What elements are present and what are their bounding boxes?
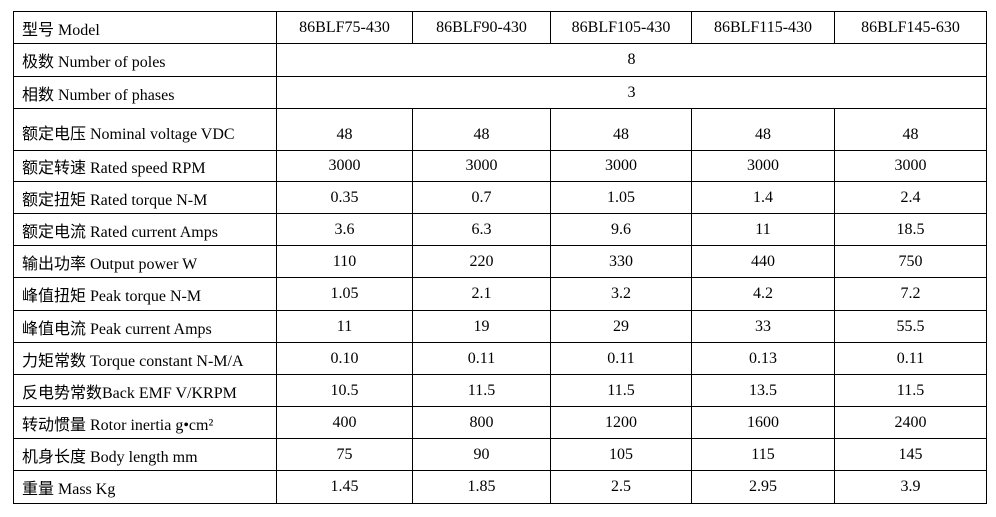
cell-value: 13.5 (691, 374, 835, 407)
cell-value: 330 (550, 245, 692, 278)
spec-row: 转动惯量 Rotor inertia g•cm² 400 800 1200 1600 24… (13, 406, 987, 439)
cell-value: 3000 (276, 150, 413, 182)
spec-row: 机身长度 Body length mm 75 90 105 115 145 (13, 438, 987, 471)
cell-value: 115 (691, 438, 835, 471)
model-name: 86BLF145-630 (834, 11, 987, 44)
cell-value: 1600 (691, 406, 835, 439)
spec-row: 额定转速 Rated speed RPM 3000 3000 3000 3000 3000 (13, 150, 987, 182)
spec-row: 额定电流 Rated current Amps 3.6 6.3 9.6 11 18.5 (13, 213, 987, 246)
row-label: 转动惯量 Rotor inertia g•cm² (13, 406, 277, 439)
spec-row: 重量 Mass Kg 1.45 1.85 2.5 2.95 3.9 (13, 470, 987, 504)
row-label: 峰值电流 Peak current Amps (13, 310, 277, 343)
cell-value: 1.05 (276, 277, 413, 311)
spec-row: 额定电压 Nominal voltage VDC 48 48 48 48 48 (13, 108, 987, 151)
cell-value: 10.5 (276, 374, 413, 407)
cell-value: 3000 (691, 150, 835, 182)
cell-value: 2.1 (412, 277, 551, 311)
cell-value: 48 (550, 108, 692, 151)
cell-value: 19 (412, 310, 551, 343)
cell-value: 48 (412, 108, 551, 151)
cell-value: 105 (550, 438, 692, 471)
model-name: 86BLF105-430 (550, 11, 692, 44)
cell-value: 800 (412, 406, 551, 439)
cell-value: 2400 (834, 406, 987, 439)
spec-row: 反电势常数Back EMF V/KRPM 10.5 11.5 11.5 13.5 11.5 (13, 374, 987, 407)
row-label: 额定电压 Nominal voltage VDC (13, 108, 277, 151)
cell-value: 7.2 (834, 277, 987, 311)
cell-value: 33 (691, 310, 835, 343)
row-label: 输出功率 Output power W (13, 245, 277, 278)
cell-value: 0.13 (691, 342, 835, 375)
cell-value: 0.11 (412, 342, 551, 375)
row-label: 重量 Mass Kg (13, 470, 277, 504)
row-label: 额定扭矩 Rated torque N-M (13, 181, 277, 214)
cell-value: 11.5 (412, 374, 551, 407)
spec-row: 峰值扭矩 Peak torque N-M 1.05 2.1 3.2 4.2 7.2 (13, 277, 987, 311)
model-name: 86BLF115-430 (691, 11, 835, 44)
cell-value: 400 (276, 406, 413, 439)
header-label: 型号 Model (13, 11, 277, 44)
cell-value: 110 (276, 245, 413, 278)
spec-row: 相数 Number of phases 3 (13, 76, 987, 109)
cell-value: 29 (550, 310, 692, 343)
cell-value: 3.9 (834, 470, 987, 504)
cell-value: 75 (276, 438, 413, 471)
cell-value: 750 (834, 245, 987, 278)
cell-value: 1.05 (550, 181, 692, 214)
cell-value: 8 (276, 43, 987, 77)
header-row: 型号 Model 86BLF75-430 86BLF90-430 86BLF105-4… (13, 11, 987, 44)
cell-value: 0.10 (276, 342, 413, 375)
row-label: 额定电流 Rated current Amps (13, 213, 277, 246)
cell-value: 3.2 (550, 277, 692, 311)
cell-value: 11.5 (550, 374, 692, 407)
cell-value: 2.4 (834, 181, 987, 214)
cell-value: 11.5 (834, 374, 987, 407)
spec-row: 力矩常数 Torque constant N-M/A 0.10 0.11 0.11 0.… (13, 342, 987, 375)
cell-value: 0.11 (834, 342, 987, 375)
cell-value: 3000 (550, 150, 692, 182)
row-label: 相数 Number of phases (13, 76, 277, 109)
cell-value: 55.5 (834, 310, 987, 343)
cell-value: 4.2 (691, 277, 835, 311)
model-name: 86BLF90-430 (412, 11, 551, 44)
spec-table: 型号 Model 86BLF75-430 86BLF90-430 86BLF105-4… (13, 11, 987, 504)
cell-value: 1200 (550, 406, 692, 439)
row-label: 反电势常数Back EMF V/KRPM (13, 374, 277, 407)
cell-value: 1.4 (691, 181, 835, 214)
cell-value: 11 (276, 310, 413, 343)
cell-value: 3000 (834, 150, 987, 182)
cell-value: 3000 (412, 150, 551, 182)
cell-value: 3 (276, 76, 987, 109)
cell-value: 90 (412, 438, 551, 471)
spec-row: 极数 Number of poles 8 (13, 43, 987, 77)
cell-value: 6.3 (412, 213, 551, 246)
cell-value: 1.85 (412, 470, 551, 504)
cell-value: 2.5 (550, 470, 692, 504)
cell-value: 145 (834, 438, 987, 471)
row-label: 力矩常数 Torque constant N-M/A (13, 342, 277, 375)
cell-value: 11 (691, 213, 835, 246)
model-name: 86BLF75-430 (276, 11, 413, 44)
spec-row: 输出功率 Output power W 110 220 330 440 750 (13, 245, 987, 278)
cell-value: 9.6 (550, 213, 692, 246)
cell-value: 48 (691, 108, 835, 151)
cell-value: 48 (276, 108, 413, 151)
row-label: 极数 Number of poles (13, 43, 277, 77)
spec-row: 峰值电流 Peak current Amps 11 19 29 33 55.5 (13, 310, 987, 343)
cell-value: 2.95 (691, 470, 835, 504)
cell-value: 440 (691, 245, 835, 278)
cell-value: 3.6 (276, 213, 413, 246)
cell-value: 48 (834, 108, 987, 151)
spec-row: 额定扭矩 Rated torque N-M 0.35 0.7 1.05 1.4 2.4 (13, 181, 987, 214)
cell-value: 0.35 (276, 181, 413, 214)
cell-value: 220 (412, 245, 551, 278)
cell-value: 1.45 (276, 470, 413, 504)
cell-value: 0.7 (412, 181, 551, 214)
cell-value: 0.11 (550, 342, 692, 375)
row-label: 机身长度 Body length mm (13, 438, 277, 471)
row-label: 额定转速 Rated speed RPM (13, 150, 277, 182)
cell-value: 18.5 (834, 213, 987, 246)
row-label: 峰值扭矩 Peak torque N-M (13, 277, 277, 311)
